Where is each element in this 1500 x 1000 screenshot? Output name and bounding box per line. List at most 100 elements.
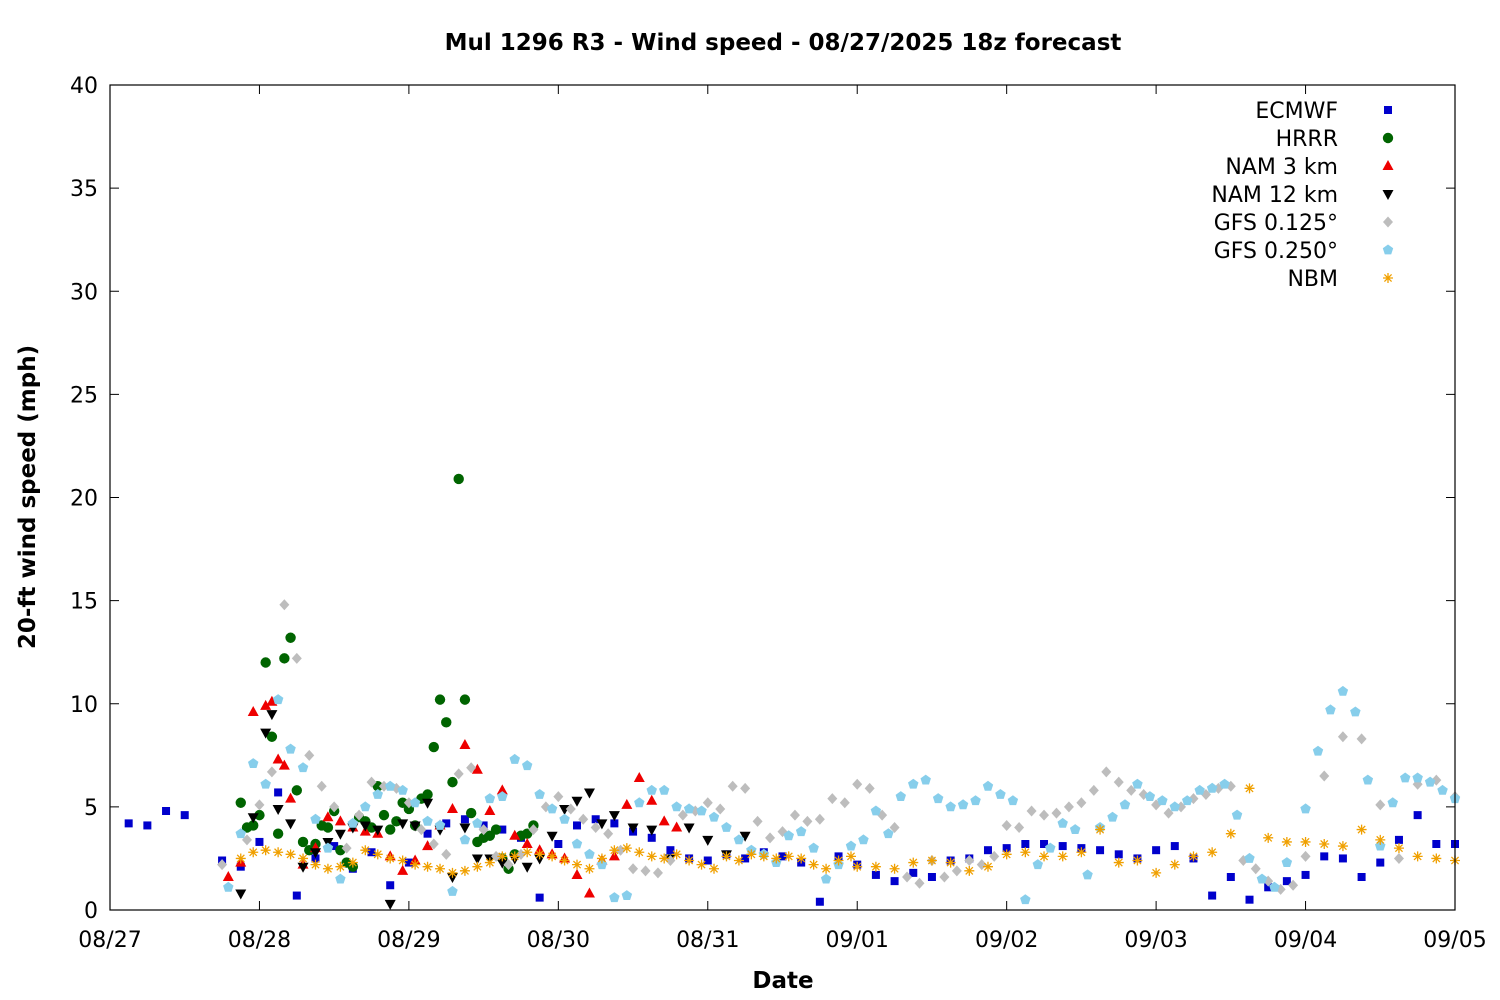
data-point — [447, 885, 458, 896]
data-point — [827, 793, 838, 805]
data-point — [982, 780, 994, 791]
data-point — [217, 859, 228, 871]
data-point — [1039, 851, 1050, 862]
data-point — [646, 784, 657, 795]
data-point — [1001, 849, 1012, 860]
data-point — [572, 859, 583, 870]
data-point — [652, 867, 663, 879]
data-point — [957, 799, 969, 810]
x-tick-label: 09/01 — [826, 928, 889, 953]
data-point — [1169, 801, 1180, 812]
data-point — [247, 813, 259, 824]
data-point — [765, 832, 776, 844]
data-point — [583, 887, 595, 898]
data-point — [578, 813, 589, 825]
data-point — [248, 758, 259, 768]
data-point — [442, 819, 451, 828]
data-point — [920, 774, 931, 785]
data-point — [1132, 855, 1143, 866]
data-point — [409, 821, 421, 832]
data-point — [1300, 803, 1311, 814]
data-point — [802, 815, 813, 827]
data-point — [964, 855, 975, 866]
data-point — [416, 824, 427, 836]
data-point — [741, 854, 750, 863]
data-point — [285, 743, 296, 754]
data-point — [472, 817, 483, 828]
data-point — [1320, 852, 1329, 861]
data-point — [1437, 784, 1448, 795]
data-point — [864, 782, 875, 794]
x-tick-label: 09/04 — [1274, 928, 1337, 953]
data-point — [521, 828, 533, 839]
data-point — [727, 780, 738, 792]
data-point — [235, 828, 246, 839]
data-point — [671, 821, 683, 832]
data-point — [254, 799, 265, 811]
legend-marker — [1382, 132, 1394, 144]
data-point — [497, 791, 508, 801]
data-point — [951, 865, 962, 877]
data-point — [472, 861, 483, 872]
data-point — [795, 826, 807, 837]
data-point — [1226, 873, 1235, 881]
data-point — [590, 822, 601, 833]
data-point — [391, 816, 402, 827]
data-point — [621, 843, 632, 854]
data-point — [709, 863, 720, 874]
data-point — [571, 868, 583, 879]
data-point — [535, 893, 544, 902]
data-point — [385, 780, 396, 791]
data-point — [1032, 859, 1043, 870]
data-point — [1412, 851, 1423, 862]
data-point — [272, 694, 284, 705]
data-point — [235, 889, 247, 900]
data-point — [546, 831, 558, 842]
data-point — [285, 792, 297, 803]
data-point — [143, 821, 152, 830]
data-point — [583, 788, 595, 799]
data-point — [334, 829, 346, 840]
data-point — [367, 848, 376, 857]
data-point — [739, 831, 751, 842]
data-point — [465, 807, 477, 819]
data-point — [646, 794, 658, 805]
data-point — [297, 762, 309, 773]
data-point — [870, 861, 881, 872]
data-point — [902, 871, 913, 883]
data-point — [1319, 770, 1330, 782]
data-point — [571, 838, 583, 849]
data-point — [1375, 834, 1386, 845]
data-point — [1301, 870, 1310, 879]
data-point — [447, 776, 458, 788]
data-point — [534, 849, 545, 860]
data-point — [1424, 776, 1436, 787]
data-point — [497, 851, 508, 862]
data-point — [721, 851, 732, 862]
data-point — [926, 855, 937, 866]
data-point — [1020, 847, 1031, 858]
data-point — [534, 789, 545, 799]
data-point — [522, 760, 533, 771]
data-point — [1169, 859, 1180, 870]
data-point — [553, 791, 564, 803]
data-point — [521, 862, 533, 873]
data-point — [603, 828, 614, 840]
data-point — [1288, 879, 1299, 891]
data-point — [615, 844, 626, 856]
legend-marker — [1383, 216, 1393, 228]
data-point — [1337, 841, 1348, 852]
series-4-points — [217, 599, 1460, 895]
data-point — [360, 801, 371, 812]
data-point — [1312, 745, 1324, 756]
data-point — [235, 853, 246, 864]
data-point — [1082, 869, 1093, 880]
data-point — [789, 809, 800, 821]
data-point — [490, 824, 502, 835]
data-point — [1362, 774, 1374, 785]
data-point — [236, 862, 245, 871]
data-point — [298, 853, 309, 864]
data-point — [1357, 873, 1366, 881]
legend-marker — [1382, 244, 1394, 255]
